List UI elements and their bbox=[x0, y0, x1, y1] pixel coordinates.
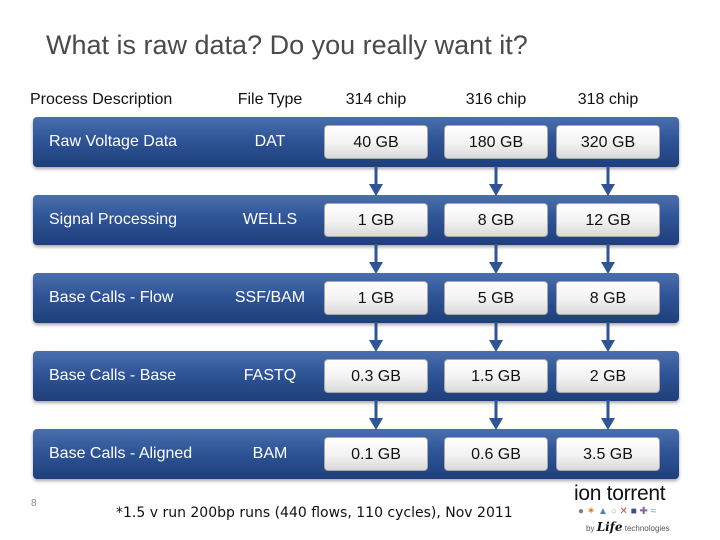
process-description: Base Calls - Base bbox=[49, 367, 177, 384]
cell-316-chip: 180 GB bbox=[444, 125, 548, 159]
file-type: SSF/BAM bbox=[234, 289, 306, 306]
footnote: *1.5 v run 200bp runs (440 flows, 110 cy… bbox=[116, 505, 513, 521]
cell-314-chip: 0.3 GB bbox=[324, 359, 428, 393]
cell-318-chip: 8 GB bbox=[556, 281, 660, 315]
process-description: Raw Voltage Data bbox=[49, 133, 178, 150]
cell-318-chip: 2 GB bbox=[556, 359, 660, 393]
cell-316-chip: 0.6 GB bbox=[444, 437, 548, 471]
header-314-chip: 314 chip bbox=[345, 91, 407, 108]
down-arrow-icon bbox=[601, 166, 615, 196]
cell-314-chip: 0.1 GB bbox=[324, 437, 428, 471]
down-arrow-icon bbox=[601, 322, 615, 352]
logo-symbols-icon: ● ✶ ▲ ○ ✕ ■ ✚ ≈ bbox=[578, 506, 657, 517]
cell-314-chip: 1 GB bbox=[324, 203, 428, 237]
down-arrow-icon bbox=[369, 400, 383, 430]
down-arrow-icon bbox=[369, 244, 383, 274]
cell-316-chip: 1.5 GB bbox=[444, 359, 548, 393]
page-title: What is raw data? Do you really want it? bbox=[46, 30, 528, 60]
down-arrow-icon bbox=[489, 244, 503, 274]
process-description: Signal Processing bbox=[49, 211, 178, 228]
header-316-chip: 316 chip bbox=[465, 91, 527, 108]
slide-number: 8 bbox=[31, 498, 37, 509]
down-arrow-icon bbox=[489, 322, 503, 352]
byline-brand: Life bbox=[596, 520, 623, 534]
file-type: DAT bbox=[254, 133, 286, 150]
down-arrow-icon bbox=[369, 322, 383, 352]
header-process-description: Process Description bbox=[30, 91, 173, 108]
ion-torrent-logo: ion torrent ● ✶ ▲ ○ ✕ ■ ✚ ≈ by Life tech… bbox=[572, 482, 692, 538]
cell-314-chip: 40 GB bbox=[324, 125, 428, 159]
logo-wordmark: ion torrent bbox=[574, 482, 666, 505]
down-arrow-icon bbox=[489, 400, 503, 430]
cell-318-chip: 12 GB bbox=[556, 203, 660, 237]
byline-suffix: technologies bbox=[624, 524, 670, 533]
byline-prefix: by bbox=[586, 524, 595, 533]
file-type: BAM bbox=[252, 445, 288, 462]
down-arrow-icon bbox=[601, 400, 615, 430]
cell-316-chip: 8 GB bbox=[444, 203, 548, 237]
process-description: Base Calls - Flow bbox=[49, 289, 174, 306]
header-file-type: File Type bbox=[237, 91, 303, 108]
file-type: FASTQ bbox=[243, 367, 297, 384]
cell-316-chip: 5 GB bbox=[444, 281, 548, 315]
cell-314-chip: 1 GB bbox=[324, 281, 428, 315]
down-arrow-icon bbox=[369, 166, 383, 196]
down-arrow-icon bbox=[601, 244, 615, 274]
file-type: WELLS bbox=[242, 211, 298, 228]
cell-318-chip: 3.5 GB bbox=[556, 437, 660, 471]
logo-byline: by Life technologies bbox=[586, 520, 670, 534]
down-arrow-icon bbox=[489, 166, 503, 196]
cell-318-chip: 320 GB bbox=[556, 125, 660, 159]
header-318-chip: 318 chip bbox=[577, 91, 639, 108]
process-description: Base Calls - Aligned bbox=[49, 445, 193, 462]
